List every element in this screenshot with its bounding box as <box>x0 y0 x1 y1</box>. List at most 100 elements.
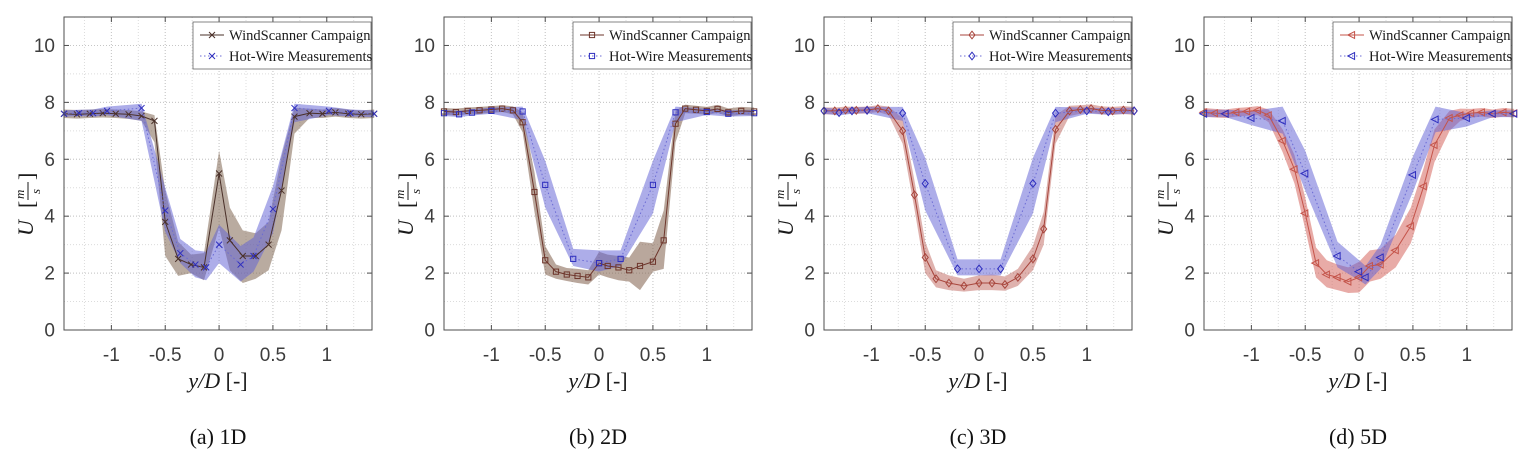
svg-text:-0.5: -0.5 <box>1289 345 1322 366</box>
svg-text:0.5: 0.5 <box>640 345 666 366</box>
svg-text:0: 0 <box>214 345 225 366</box>
x-axis-label: y/D [-] <box>186 368 247 393</box>
svg-text:8: 8 <box>424 93 435 114</box>
panel-d-5d: -1 -0.5 0 0.5 1 0 2 4 6 8 10 y/D [-] U[m s] WindScanne… <box>1140 0 1521 463</box>
panel-a-1d: -1 -0.5 0 0.5 1 0 2 4 6 8 10 y/D [-] U[m s] WindScanne… <box>0 0 380 463</box>
markers-series-0 <box>1198 106 1518 286</box>
svg-text:[: [ <box>394 201 419 208</box>
svg-text:8: 8 <box>44 93 55 114</box>
x-axis-label: y/D [-] <box>946 368 1007 393</box>
svg-text:6: 6 <box>44 150 55 171</box>
svg-text:-0.5: -0.5 <box>149 345 182 366</box>
band-series-0 <box>64 108 375 284</box>
svg-text:-1: -1 <box>863 345 880 366</box>
markers-series-1 <box>440 107 758 267</box>
panel-b-2d: -1 -0.5 0 0.5 1 0 2 4 6 8 10 y/D [-] U[m s] WindScanne… <box>380 0 760 463</box>
svg-text:10: 10 <box>1174 36 1195 57</box>
markers-series-0 <box>820 104 1138 291</box>
panel-c-3d: -1 -0.5 0 0.5 1 0 2 4 6 8 10 y/D [-] U[m s] WindScanne… <box>760 0 1140 463</box>
legend-entry-0: WindScanner Campaign <box>1369 28 1511 44</box>
svg-text:6: 6 <box>424 150 435 171</box>
chart-c-canvas: -1 -0.5 0 0.5 1 0 2 4 6 8 10 y/D [-] U[m s] WindScanne… <box>760 0 1140 420</box>
y-axis-label: U [ m s] <box>1152 173 1183 236</box>
svg-text:-0.5: -0.5 <box>529 345 562 366</box>
svg-text:s: s <box>788 189 803 194</box>
svg-text:0: 0 <box>594 345 605 366</box>
svg-text:2: 2 <box>804 264 815 285</box>
svg-text:-0.5: -0.5 <box>909 345 942 366</box>
svg-text:1: 1 <box>321 345 332 366</box>
svg-text:4: 4 <box>44 207 55 228</box>
legend-box: WindScanner Campaign Hot-Wire Measurement… <box>572 21 753 70</box>
axes-box <box>1203 16 1513 331</box>
svg-text:6: 6 <box>1184 150 1195 171</box>
y-axis-label: U [m s] <box>392 173 423 236</box>
svg-text:2: 2 <box>44 264 55 285</box>
svg-text:1: 1 <box>701 345 712 366</box>
svg-text:0: 0 <box>974 345 985 366</box>
legend-entry-1: Hot-Wire Measurements <box>229 49 373 65</box>
tick-marks <box>64 17 372 331</box>
svg-text:s: s <box>1168 189 1183 194</box>
svg-text:-1: -1 <box>483 345 500 366</box>
svg-text:10: 10 <box>34 36 55 57</box>
line-series-0 <box>824 108 1135 287</box>
band-series-1 <box>64 103 375 282</box>
legend-box: WindScanner Campaign Hot-Wire Measurement… <box>1332 21 1513 70</box>
svg-text:m: m <box>1152 190 1167 199</box>
chart-b-canvas: -1 -0.5 0 0.5 1 0 2 4 6 8 10 y/D [-] U[m s] WindScanne… <box>380 0 760 420</box>
svg-text:[: [ <box>14 201 39 208</box>
chart-d-canvas: -1 -0.5 0 0.5 1 0 2 4 6 8 10 y/D [-] U[m s] WindScanne… <box>1140 0 1520 420</box>
svg-text:U: U <box>773 218 798 236</box>
chart-a-canvas: -1 -0.5 0 0.5 1 0 2 4 6 8 10 y/D [-] U[m s] WindScanne… <box>0 0 380 420</box>
svg-text:U: U <box>13 218 38 236</box>
svg-text:m: m <box>392 190 407 199</box>
svg-text:2: 2 <box>424 264 435 285</box>
svg-text:m: m <box>772 190 787 199</box>
svg-text:-1: -1 <box>103 345 120 366</box>
tick-marks <box>1204 17 1512 331</box>
caption-d: (d) 5D <box>1328 424 1388 449</box>
svg-text:0: 0 <box>44 321 55 342</box>
svg-text:8: 8 <box>1184 93 1195 114</box>
svg-text:]: ] <box>774 173 799 180</box>
svg-text:0: 0 <box>1184 321 1195 342</box>
svg-text:1: 1 <box>1461 345 1472 366</box>
svg-text:8: 8 <box>804 93 815 114</box>
legend-box: WindScanner Campaign Hot-Wire Measurement… <box>952 21 1133 70</box>
svg-text:1: 1 <box>1081 345 1092 366</box>
svg-text:[: [ <box>1154 201 1179 208</box>
svg-text:0: 0 <box>424 321 435 342</box>
caption-a: (a) 1D <box>189 424 247 449</box>
svg-text:4: 4 <box>804 207 815 228</box>
svg-text:10: 10 <box>414 36 435 57</box>
svg-text:4: 4 <box>424 207 435 228</box>
line-series-1 <box>1204 113 1515 279</box>
tick-marks <box>444 17 752 331</box>
svg-text:]: ] <box>394 173 419 180</box>
axes-box <box>443 16 753 331</box>
legend-entry-1: Hot-Wire Measurements <box>609 49 753 65</box>
svg-text:U: U <box>1153 218 1178 236</box>
caption-b: (b) 2D <box>568 424 628 449</box>
legend-entry-1: Hot-Wire Measurements <box>989 49 1133 65</box>
markers-series-1 <box>820 105 1138 274</box>
svg-text:-1: -1 <box>1243 345 1260 366</box>
line-series-0 <box>1203 109 1515 283</box>
svg-text:6: 6 <box>804 150 815 171</box>
svg-text:]: ] <box>1154 173 1179 180</box>
svg-text:[: [ <box>774 201 799 208</box>
svg-text:0.5: 0.5 <box>260 345 286 366</box>
legend-box: WindScanner Campaign Hot-Wire Measurement… <box>192 21 373 70</box>
legend-entry-0: WindScanner Campaign <box>609 28 751 44</box>
caption-c: (c) 3D <box>949 424 1007 449</box>
axes-box <box>823 16 1133 331</box>
